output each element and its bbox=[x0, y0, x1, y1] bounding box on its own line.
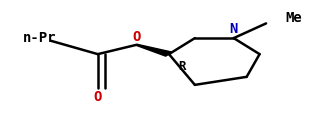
Text: N: N bbox=[229, 22, 238, 36]
Polygon shape bbox=[136, 44, 172, 56]
Text: Me: Me bbox=[285, 11, 302, 25]
Text: O: O bbox=[132, 30, 141, 44]
Text: n-Pr: n-Pr bbox=[23, 31, 57, 45]
Text: R: R bbox=[178, 60, 186, 73]
Text: O: O bbox=[94, 90, 102, 104]
